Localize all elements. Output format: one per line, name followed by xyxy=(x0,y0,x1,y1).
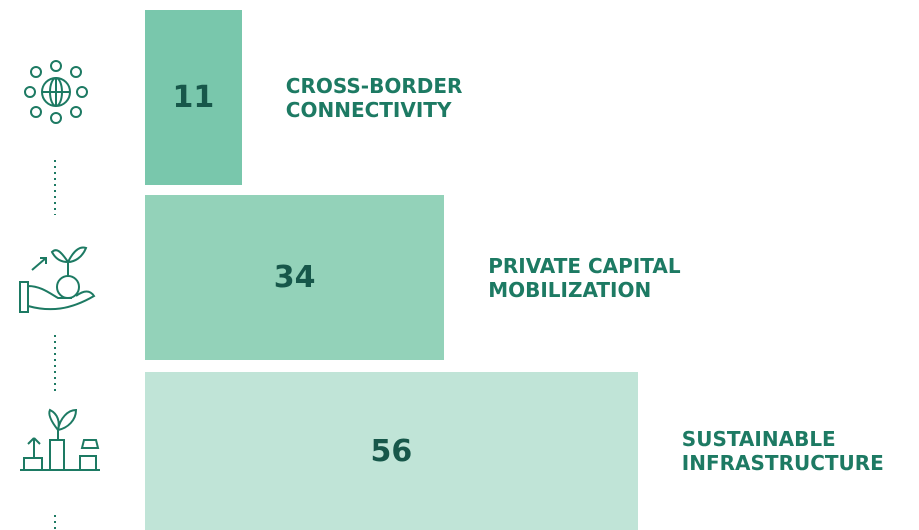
icons xyxy=(19,60,100,530)
money-icon xyxy=(19,246,96,313)
bar: 11 xyxy=(145,10,242,185)
value-label: 34 xyxy=(273,260,316,295)
factory-icon xyxy=(20,408,100,471)
category-label: PRIVATE CAPITAL MOBILIZATION xyxy=(488,253,681,302)
category-label: CROSS-BORDER CONNECTIVITY xyxy=(285,73,463,122)
category-label: SUSTAINABLE INFRASTRUCTURE xyxy=(681,427,884,475)
value-label: 56 xyxy=(370,433,413,469)
bar: 56 xyxy=(145,372,638,530)
bar: 34 xyxy=(145,195,445,360)
globe-icon xyxy=(24,60,88,124)
value-label: 11 xyxy=(172,80,215,115)
